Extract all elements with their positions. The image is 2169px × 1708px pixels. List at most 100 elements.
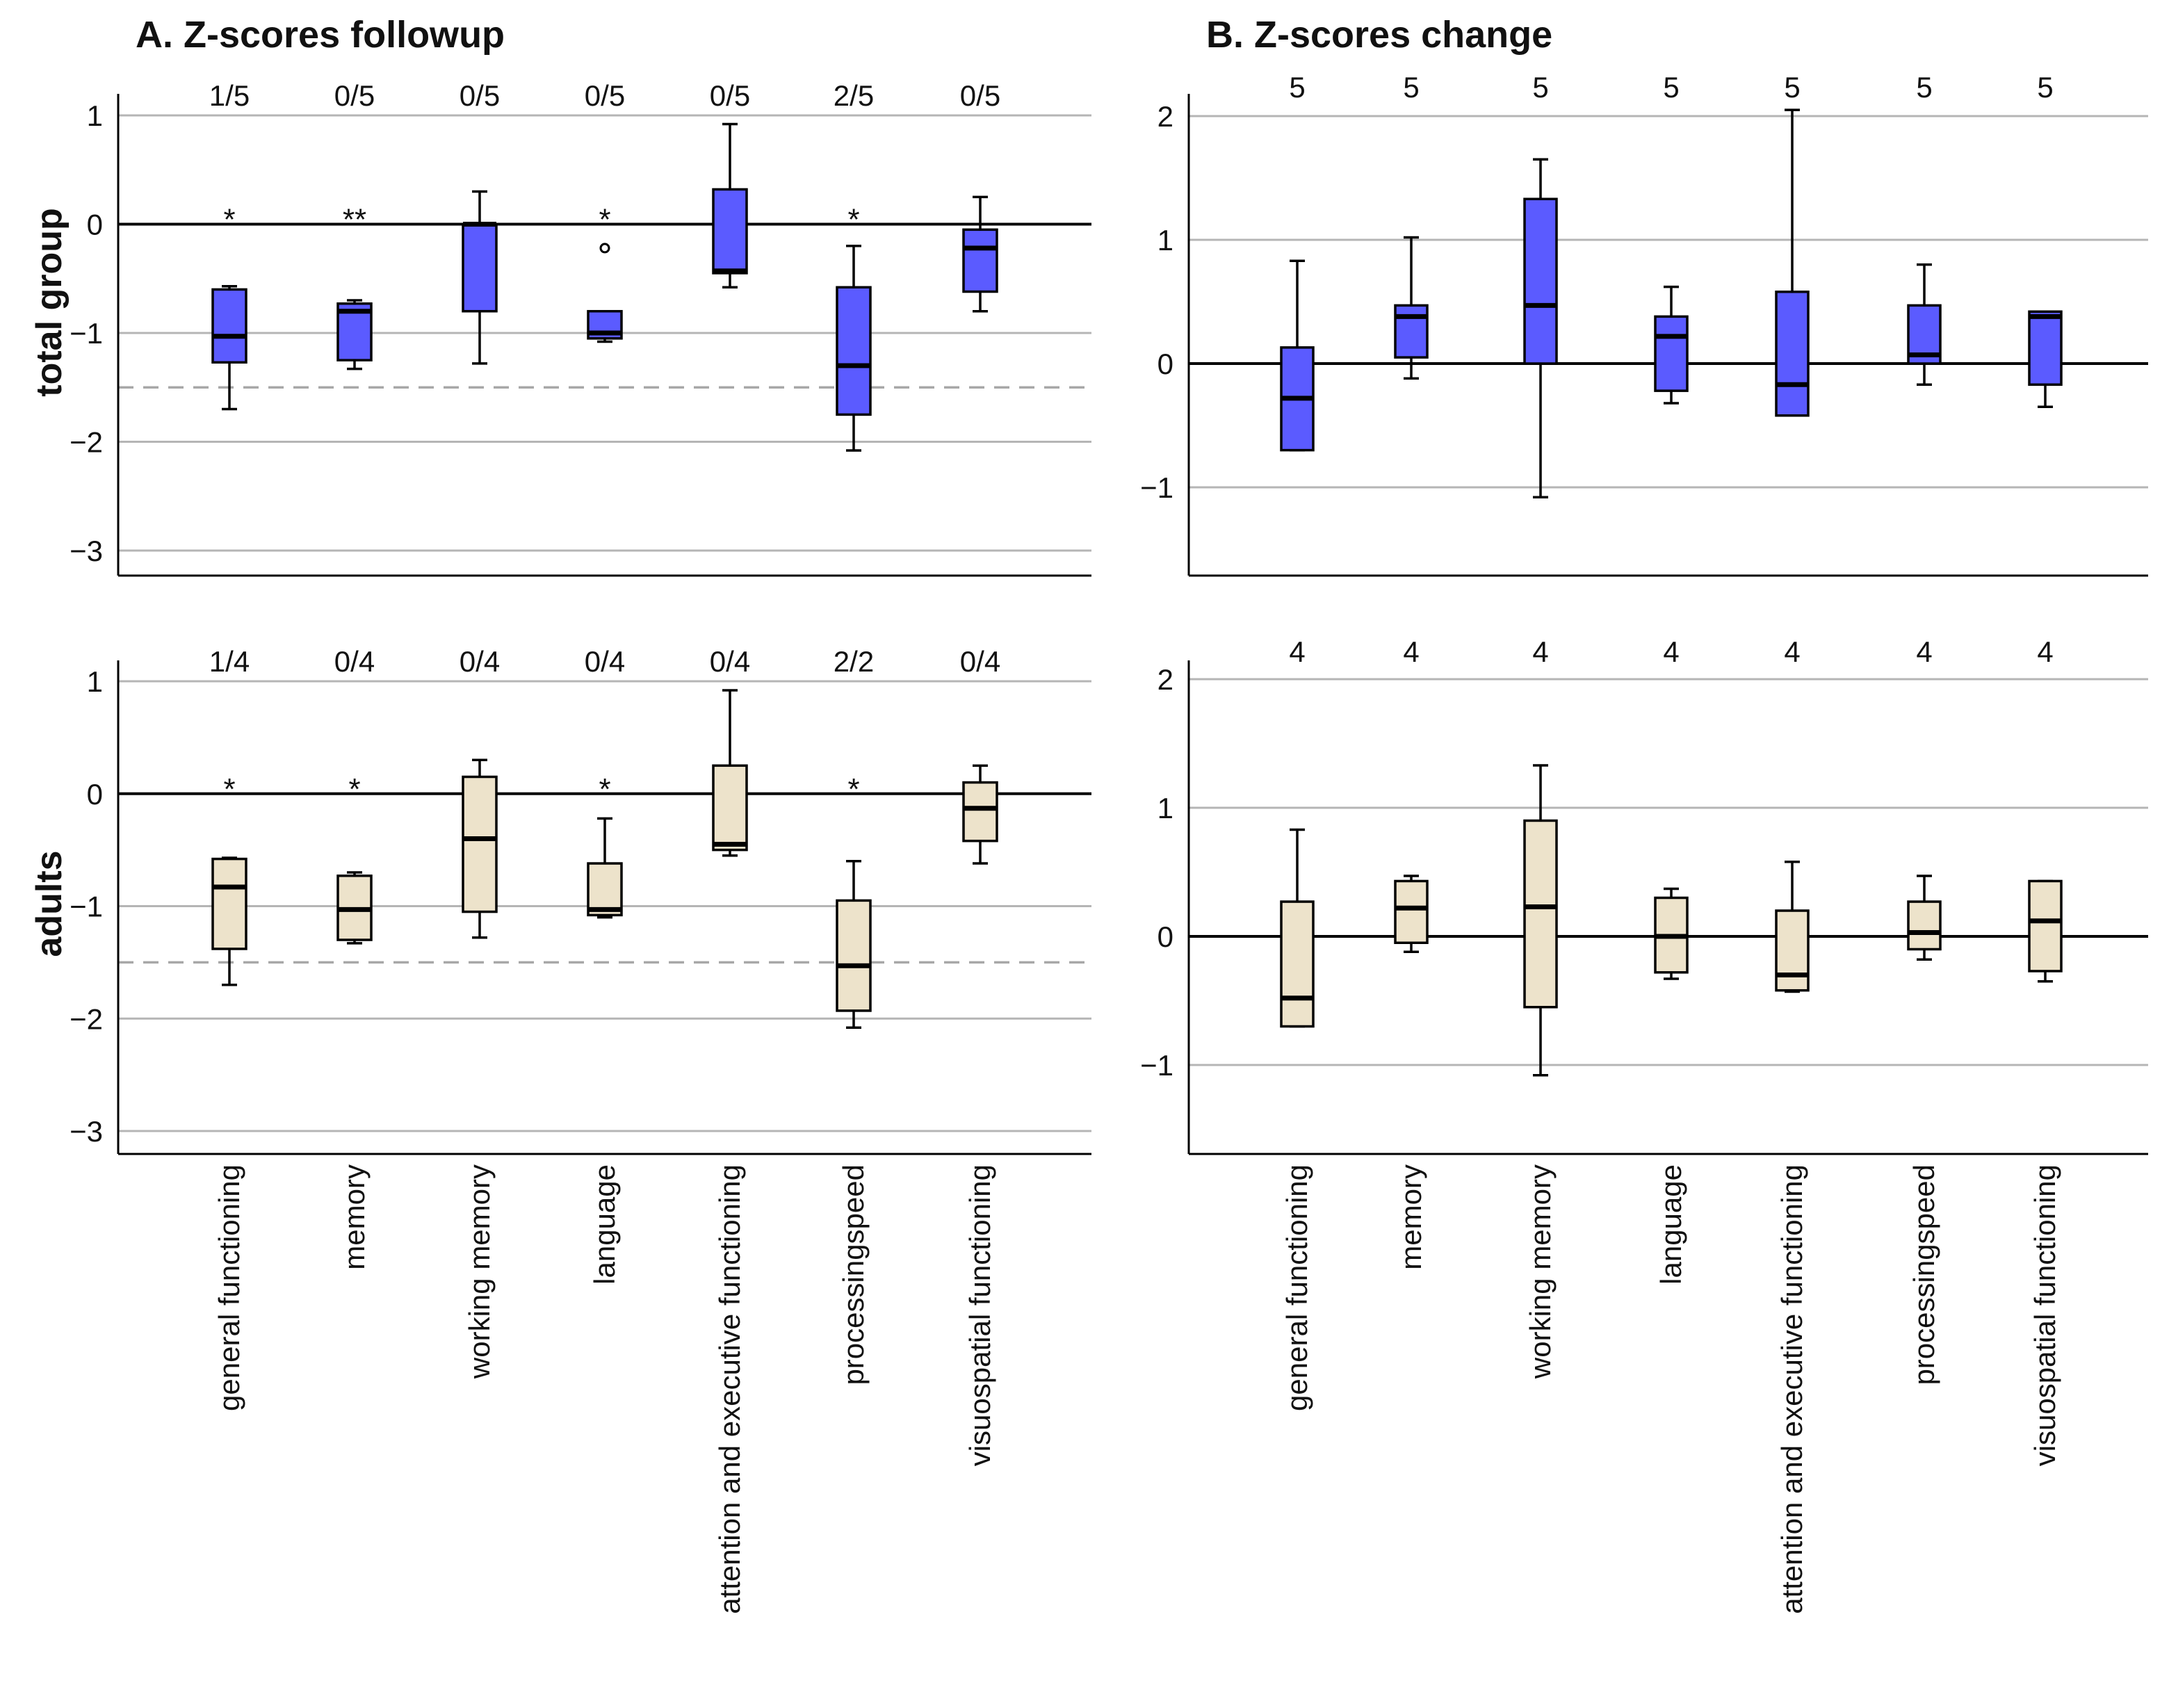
x-category-label: processingspeed xyxy=(837,1164,870,1385)
box-iqr xyxy=(2028,310,2063,387)
x-category-label: visuospatial functioning xyxy=(2029,1164,2061,1466)
box-iqr xyxy=(1907,900,1942,951)
x-category-label: memory xyxy=(1395,1164,1427,1270)
count-label: 4 xyxy=(2037,635,2053,668)
count-label: 0/5 xyxy=(460,79,500,112)
gridlines-layer xyxy=(118,114,2148,1132)
y-tick-label: −1 xyxy=(1140,1049,1173,1082)
count-label: 0/5 xyxy=(960,79,1000,112)
count-label: 0/4 xyxy=(585,645,625,678)
box-iqr xyxy=(1280,900,1315,1028)
x-category-label: language xyxy=(588,1164,621,1285)
y-tick-label: −1 xyxy=(70,317,103,350)
count-label: 0/4 xyxy=(710,645,750,678)
box-iqr xyxy=(1394,304,1429,359)
y-tick-label: 0 xyxy=(87,778,103,811)
count-label: 4 xyxy=(1532,635,1548,668)
box-iqr xyxy=(462,222,498,313)
y-tick-label: 0 xyxy=(87,209,103,241)
box-iqr xyxy=(587,862,623,917)
box-iqr xyxy=(712,188,748,275)
significance-star: * xyxy=(223,203,235,237)
count-label: 1/5 xyxy=(209,79,250,112)
box-iqr xyxy=(1523,197,1558,365)
count-label: 4 xyxy=(1289,635,1305,668)
row-label: adults xyxy=(29,850,70,957)
count-label: 2/2 xyxy=(834,645,874,678)
axes-layer xyxy=(117,94,2148,1155)
count-label: 5 xyxy=(1663,71,1679,104)
count-label: 4 xyxy=(1784,635,1800,668)
boxes-layer xyxy=(211,108,2063,1077)
box-iqr xyxy=(1523,819,1558,1009)
y-tick-label: −2 xyxy=(70,426,103,459)
count-label: 5 xyxy=(1784,71,1800,104)
count-label: 1/4 xyxy=(209,645,250,678)
x-category-label: language xyxy=(1655,1164,1687,1285)
box-iqr xyxy=(211,857,247,950)
text-layer: A. Z-scores followup B. Z-scores change to… xyxy=(29,14,2061,1614)
outlier-point xyxy=(599,243,610,254)
box-iqr xyxy=(1775,291,1810,417)
count-label: 4 xyxy=(1403,635,1419,668)
count-label: 2/5 xyxy=(834,79,874,112)
significance-star: * xyxy=(599,772,610,806)
row-label: total group xyxy=(29,208,70,397)
significance-star: ** xyxy=(343,203,366,237)
y-tick-label: 0 xyxy=(1157,920,1173,953)
x-category-label: attention and executive functioning xyxy=(1776,1164,1808,1614)
box-iqr xyxy=(211,288,247,364)
column-title: B. Z-scores change xyxy=(1206,14,1552,56)
box-iqr xyxy=(1775,909,1810,992)
count-label: 0/5 xyxy=(585,79,625,112)
y-tick-label: −1 xyxy=(1140,471,1173,504)
x-category-label: memory xyxy=(338,1164,371,1270)
count-label: 5 xyxy=(1289,71,1305,104)
count-label: 5 xyxy=(2037,71,2053,104)
count-label: 0/4 xyxy=(960,645,1000,678)
count-label: 5 xyxy=(1916,71,1932,104)
box-iqr xyxy=(462,775,498,913)
count-label: 0/5 xyxy=(710,79,750,112)
count-label: 4 xyxy=(1663,635,1679,668)
x-category-label: working memory xyxy=(1524,1164,1557,1379)
y-tick-label: 1 xyxy=(1157,224,1173,257)
box-iqr xyxy=(836,899,872,1012)
significance-star: * xyxy=(348,772,360,806)
y-tick-label: 1 xyxy=(1157,792,1173,824)
y-tick-label: −1 xyxy=(70,890,103,923)
x-category-label: attention and executive functioning xyxy=(713,1164,746,1614)
box-iqr xyxy=(836,286,872,416)
box-iqr xyxy=(962,781,998,843)
x-category-label: general functioning xyxy=(1281,1164,1313,1411)
x-category-label: processingspeed xyxy=(1908,1164,1940,1385)
box-iqr xyxy=(1394,879,1429,944)
y-tick-label: −3 xyxy=(70,535,103,567)
y-tick-label: 1 xyxy=(87,665,103,698)
y-tick-label: 1 xyxy=(87,99,103,132)
x-category-label: general functioning xyxy=(213,1164,245,1411)
y-tick-label: −3 xyxy=(70,1115,103,1148)
count-label: 0/4 xyxy=(334,645,375,678)
x-category-label: visuospatial functioning xyxy=(964,1164,996,1466)
count-label: 5 xyxy=(1403,71,1419,104)
count-label: 0/5 xyxy=(334,79,375,112)
significance-star: * xyxy=(599,203,610,237)
box-iqr xyxy=(712,764,748,852)
count-label: 5 xyxy=(1532,71,1548,104)
column-title: A. Z-scores followup xyxy=(136,14,505,56)
y-tick-label: 0 xyxy=(1157,348,1173,380)
count-label: 0/4 xyxy=(460,645,500,678)
count-label: 4 xyxy=(1916,635,1932,668)
y-tick-label: −2 xyxy=(70,1002,103,1035)
y-tick-label: 2 xyxy=(1157,663,1173,696)
x-category-label: working memory xyxy=(463,1164,496,1379)
box-iqr xyxy=(962,228,998,293)
box-iqr xyxy=(1654,315,1689,392)
significance-star: * xyxy=(223,772,235,806)
significance-star: * xyxy=(847,203,859,237)
y-tick-label: 2 xyxy=(1157,100,1173,133)
box-iqr xyxy=(2028,879,2063,973)
significance-star: * xyxy=(847,772,859,806)
